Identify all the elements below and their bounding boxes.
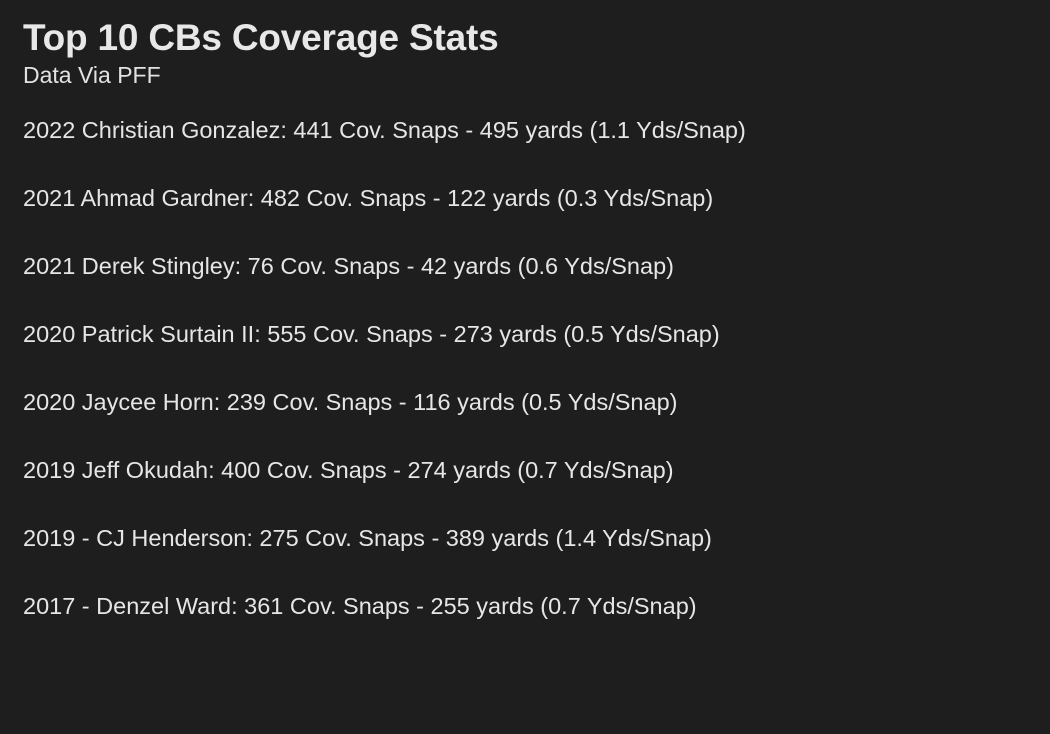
stat-line: 2021 Derek Stingley: 76 Cov. Snaps - 42 … xyxy=(23,253,674,279)
stat-line: 2020 Patrick Surtain II: 555 Cov. Snaps … xyxy=(23,321,720,347)
stat-line: 2022 Christian Gonzalez: 441 Cov. Snaps … xyxy=(23,117,746,143)
stat-line: 2019 - CJ Henderson: 275 Cov. Snaps - 38… xyxy=(23,525,712,551)
note-title: Top 10 CBs Coverage Stats xyxy=(23,17,499,58)
stat-line: 2021 Ahmad Gardner: 482 Cov. Snaps - 122… xyxy=(23,185,714,211)
stat-line: 2020 Jaycee Horn: 239 Cov. Snaps - 116 y… xyxy=(23,389,678,415)
stats-list: 2022 Christian Gonzalez: 441 Cov. Snaps … xyxy=(23,115,1050,621)
stat-line: 2019 Jeff Okudah: 400 Cov. Snaps - 274 y… xyxy=(23,457,674,483)
stat-line: 2017 - Denzel Ward: 361 Cov. Snaps - 255… xyxy=(23,593,697,619)
note-subtitle: Data Via PFF xyxy=(23,62,161,88)
